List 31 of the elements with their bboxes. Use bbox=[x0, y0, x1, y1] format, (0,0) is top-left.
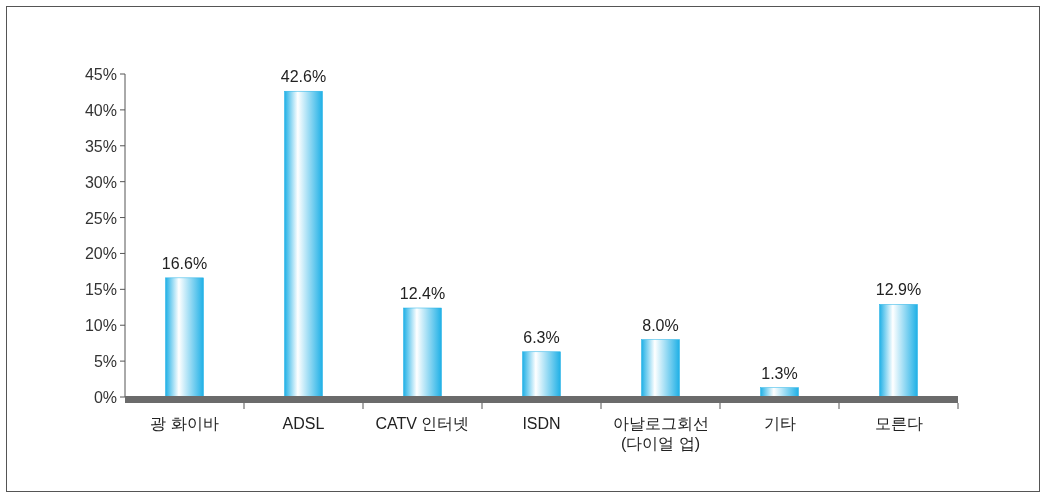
x-tick-label: ISDN bbox=[522, 415, 561, 432]
data-label: 12.9% bbox=[875, 281, 922, 299]
x-tick-label: 기타 bbox=[763, 415, 796, 432]
bar bbox=[284, 90, 323, 398]
x-tick-label: CATV 인터넷 bbox=[375, 415, 470, 432]
y-tick-label: 25% bbox=[84, 209, 117, 227]
y-tick-label: 30% bbox=[84, 173, 117, 191]
y-tick-label: 40% bbox=[84, 101, 117, 119]
x-tick-label: 광 화이바 bbox=[150, 415, 219, 432]
bar bbox=[165, 277, 204, 398]
y-tick-label: 0% bbox=[93, 389, 117, 406]
data-label: 8.0% bbox=[642, 316, 679, 334]
data-label: 42.6% bbox=[280, 68, 327, 86]
x-tick-label: 모른다 bbox=[874, 415, 923, 432]
y-tick-label: 45% bbox=[84, 66, 117, 83]
bar bbox=[641, 339, 680, 398]
y-tick-label: 5% bbox=[93, 353, 117, 371]
bar bbox=[879, 304, 918, 398]
x-tick-label: 아날로그회선 (다이얼 업) bbox=[612, 415, 709, 452]
data-label: 6.3% bbox=[523, 328, 560, 346]
x-tick-label: ADSL bbox=[282, 415, 325, 432]
bar bbox=[403, 307, 442, 398]
bar bbox=[760, 387, 799, 398]
data-label: 12.4% bbox=[399, 285, 446, 302]
y-tick-label: 20% bbox=[84, 245, 117, 263]
y-tick-label: 15% bbox=[84, 281, 117, 299]
y-tick-label: 10% bbox=[84, 317, 117, 335]
data-label: 16.6% bbox=[161, 254, 208, 272]
bar bbox=[522, 351, 561, 398]
y-tick-label: 35% bbox=[84, 137, 117, 155]
data-label: 1.3% bbox=[761, 364, 798, 382]
